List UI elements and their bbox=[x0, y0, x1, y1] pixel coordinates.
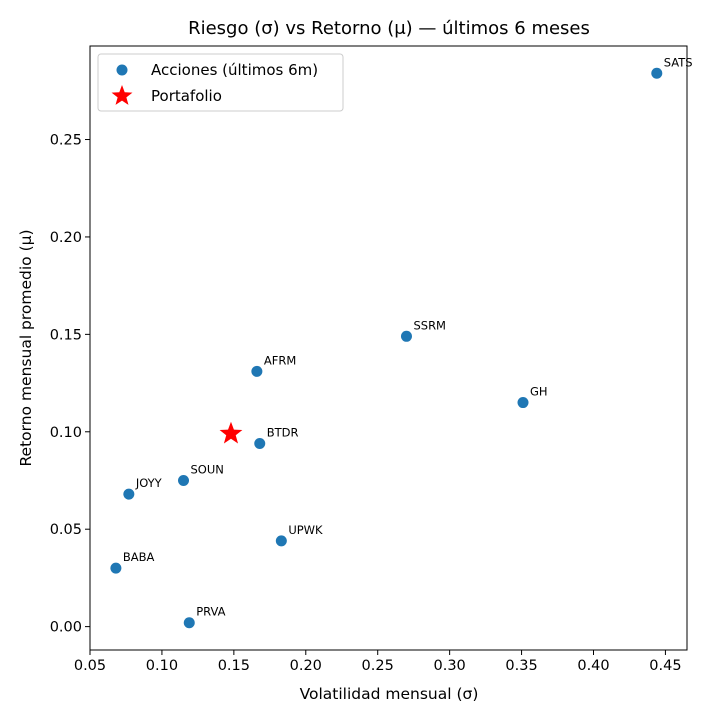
x-tick-label: 0.10 bbox=[146, 658, 178, 674]
plot-area: SATS SSRM AFRM GH BTDR SOUN JOYY UPWK BABA PRVA bbox=[110, 55, 693, 629]
x-tick-label: 0.05 bbox=[74, 658, 106, 674]
x-axis-label: Volatilidad mensual (σ) bbox=[300, 685, 479, 703]
y-tick-label: 0.20 bbox=[50, 230, 82, 246]
x-tick-label: 0.20 bbox=[290, 658, 322, 674]
x-tick-label: 0.40 bbox=[577, 658, 609, 674]
x-axis-ticks: 0.05 0.10 0.15 0.20 0.25 0.30 0.35 0.40 0.45 bbox=[74, 650, 682, 674]
data-point-afrm bbox=[251, 365, 263, 377]
point-label-sats: SATS bbox=[664, 55, 693, 69]
x-tick-label: 0.35 bbox=[505, 658, 537, 674]
y-tick-label: 0.10 bbox=[50, 425, 82, 441]
legend-box bbox=[97, 53, 344, 112]
point-label-ssrm: SSRM bbox=[413, 318, 446, 332]
data-point-sats bbox=[651, 67, 663, 79]
x-tick-label: 0.45 bbox=[649, 658, 681, 674]
legend-label-acciones: Acciones (últimos 6m) bbox=[151, 61, 318, 79]
legend: Acciones (últimos 6m) Portafolio bbox=[97, 53, 344, 112]
x-tick-label: 0.30 bbox=[433, 658, 465, 674]
data-point-baba bbox=[110, 562, 122, 574]
data-point-btdr bbox=[254, 437, 266, 449]
data-point-soun bbox=[178, 474, 190, 486]
data-point-upwk bbox=[275, 535, 287, 547]
point-label-afrm: AFRM bbox=[264, 353, 296, 367]
y-axis-ticks: 0.00 0.05 0.10 0.15 0.20 0.25 bbox=[50, 133, 90, 636]
legend-marker-portafolio bbox=[111, 85, 133, 105]
portfolio-star-marker bbox=[219, 421, 243, 444]
point-label-upwk: UPWK bbox=[288, 523, 323, 537]
y-axis-label: Retorno mensual promedio (μ) bbox=[17, 229, 35, 466]
chart-title: Riesgo (σ) vs Retorno (μ) — últimos 6 me… bbox=[188, 18, 590, 39]
data-point-joyy bbox=[123, 488, 135, 500]
legend-label-portafolio: Portafolio bbox=[151, 87, 222, 105]
y-tick-label: 0.00 bbox=[50, 620, 82, 636]
data-point-ssrm bbox=[400, 330, 412, 342]
point-label-joyy: JOYY bbox=[135, 476, 163, 490]
plot-frame bbox=[89, 45, 688, 651]
data-point-gh bbox=[517, 397, 529, 409]
point-label-prva: PRVA bbox=[196, 605, 225, 619]
point-label-baba: BABA bbox=[123, 550, 155, 564]
point-label-soun: SOUN bbox=[191, 462, 224, 476]
legend-marker-acciones bbox=[116, 64, 128, 76]
y-tick-label: 0.15 bbox=[50, 327, 82, 343]
x-tick-label: 0.25 bbox=[362, 658, 394, 674]
point-label-btdr: BTDR bbox=[267, 425, 299, 439]
x-tick-label: 0.15 bbox=[218, 658, 250, 674]
data-point-prva bbox=[183, 617, 195, 629]
y-tick-label: 0.05 bbox=[50, 522, 82, 538]
point-label-gh: GH bbox=[530, 385, 548, 399]
y-tick-label: 0.25 bbox=[50, 133, 82, 149]
